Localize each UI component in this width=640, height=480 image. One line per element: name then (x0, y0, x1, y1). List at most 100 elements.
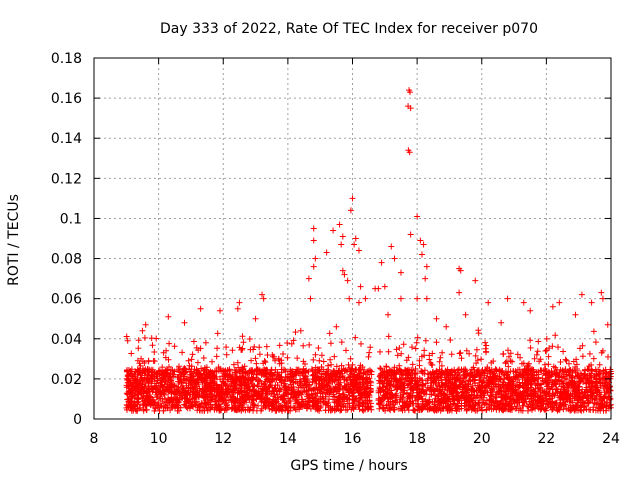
data-point (417, 237, 424, 244)
data-point (236, 299, 243, 306)
data-point (357, 283, 364, 290)
data-point (549, 303, 556, 310)
data-point (456, 289, 463, 296)
y-tick-label: 0.12 (51, 171, 82, 187)
data-point (336, 221, 343, 228)
data-point (527, 307, 534, 314)
x-tick-label: 16 (344, 431, 362, 447)
data-point (556, 299, 563, 306)
data-point (572, 311, 579, 318)
data-point (310, 225, 317, 232)
data-point (388, 243, 395, 250)
data-point (344, 277, 351, 284)
x-tick-label: 18 (408, 431, 426, 447)
data-point (588, 299, 595, 306)
data-point (197, 305, 204, 312)
data-point (407, 89, 414, 96)
data-point (472, 277, 479, 284)
data-point (355, 247, 362, 254)
data-point (599, 295, 606, 302)
data-point (259, 291, 266, 298)
data-point (310, 263, 317, 270)
data-point (347, 207, 354, 214)
data-point (457, 267, 464, 274)
data-point (407, 231, 414, 238)
data-point (397, 295, 404, 302)
x-tick-label: 20 (473, 431, 491, 447)
data-point (420, 241, 427, 248)
data-point (485, 299, 492, 306)
y-tick-label: 0.04 (51, 332, 82, 348)
data-point-cloud (123, 327, 614, 414)
data-point (330, 227, 337, 234)
data-point (381, 283, 388, 290)
data-point (418, 251, 425, 258)
data-point (462, 311, 469, 318)
data-point (338, 241, 345, 248)
data-point (391, 255, 398, 262)
y-tick-label: 0.14 (51, 131, 82, 147)
data-point (372, 285, 379, 292)
points-layer (123, 87, 614, 414)
data-point (385, 311, 392, 318)
y-tick-label: 0.08 (51, 252, 82, 268)
data-point (355, 299, 362, 306)
data-point (423, 263, 430, 270)
data-point (604, 321, 611, 328)
data-point (406, 149, 413, 156)
data-point (252, 315, 259, 322)
x-tick-label: 14 (279, 431, 297, 447)
data-point (181, 319, 188, 326)
y-tick-label: 0.1 (60, 211, 82, 227)
y-tick-label: 0.16 (51, 91, 82, 107)
data-point (260, 295, 267, 302)
data-point (307, 295, 314, 302)
x-tick-label: 10 (150, 431, 168, 447)
data-point (504, 295, 511, 302)
data-point (305, 275, 312, 282)
data-point (297, 327, 304, 334)
data-point (346, 295, 353, 302)
data-point (142, 321, 149, 328)
data-point (349, 195, 356, 202)
data-point (414, 213, 421, 220)
data-point (443, 323, 450, 330)
data-point (139, 327, 146, 334)
data-point (234, 305, 241, 312)
data-point (407, 105, 414, 112)
axes-layer: 0 0.02 0.04 0.06 0.08 0.1 0.12 0.14 0.16 0.18 8 10 1… (51, 51, 620, 447)
x-tick-label: 24 (602, 431, 620, 447)
y-tick-label: 0.02 (51, 372, 82, 388)
data-point (423, 295, 430, 302)
x-tick-label: 8 (90, 431, 99, 447)
data-point (165, 313, 172, 320)
y-tick-label: 0.18 (51, 51, 82, 67)
data-point (498, 319, 505, 326)
data-point (598, 289, 605, 296)
data-point (333, 323, 340, 330)
x-tick-label: 22 (537, 431, 555, 447)
y-tick-label: 0.06 (51, 292, 82, 308)
data-point (312, 255, 319, 262)
data-point (323, 249, 330, 256)
y-tick-label: 0 (73, 412, 82, 428)
data-point (351, 241, 358, 248)
x-tick-label: 12 (214, 431, 232, 447)
data-point (397, 269, 404, 276)
data-point (362, 295, 369, 302)
data-point (378, 259, 385, 266)
data-point (310, 237, 317, 244)
data-point (414, 295, 421, 302)
data-point (339, 233, 346, 240)
data-point (341, 271, 348, 278)
x-axis-label: GPS time / hours (290, 458, 407, 474)
data-point (217, 307, 224, 314)
data-point (422, 275, 429, 282)
data-point (352, 235, 359, 242)
chart-title: Day 333 of 2022, Rate Of TEC Index for r… (160, 21, 538, 37)
data-point (339, 267, 346, 274)
y-axis-label: ROTI / TECUs (6, 194, 22, 286)
data-point (520, 299, 527, 306)
data-point (433, 315, 440, 322)
